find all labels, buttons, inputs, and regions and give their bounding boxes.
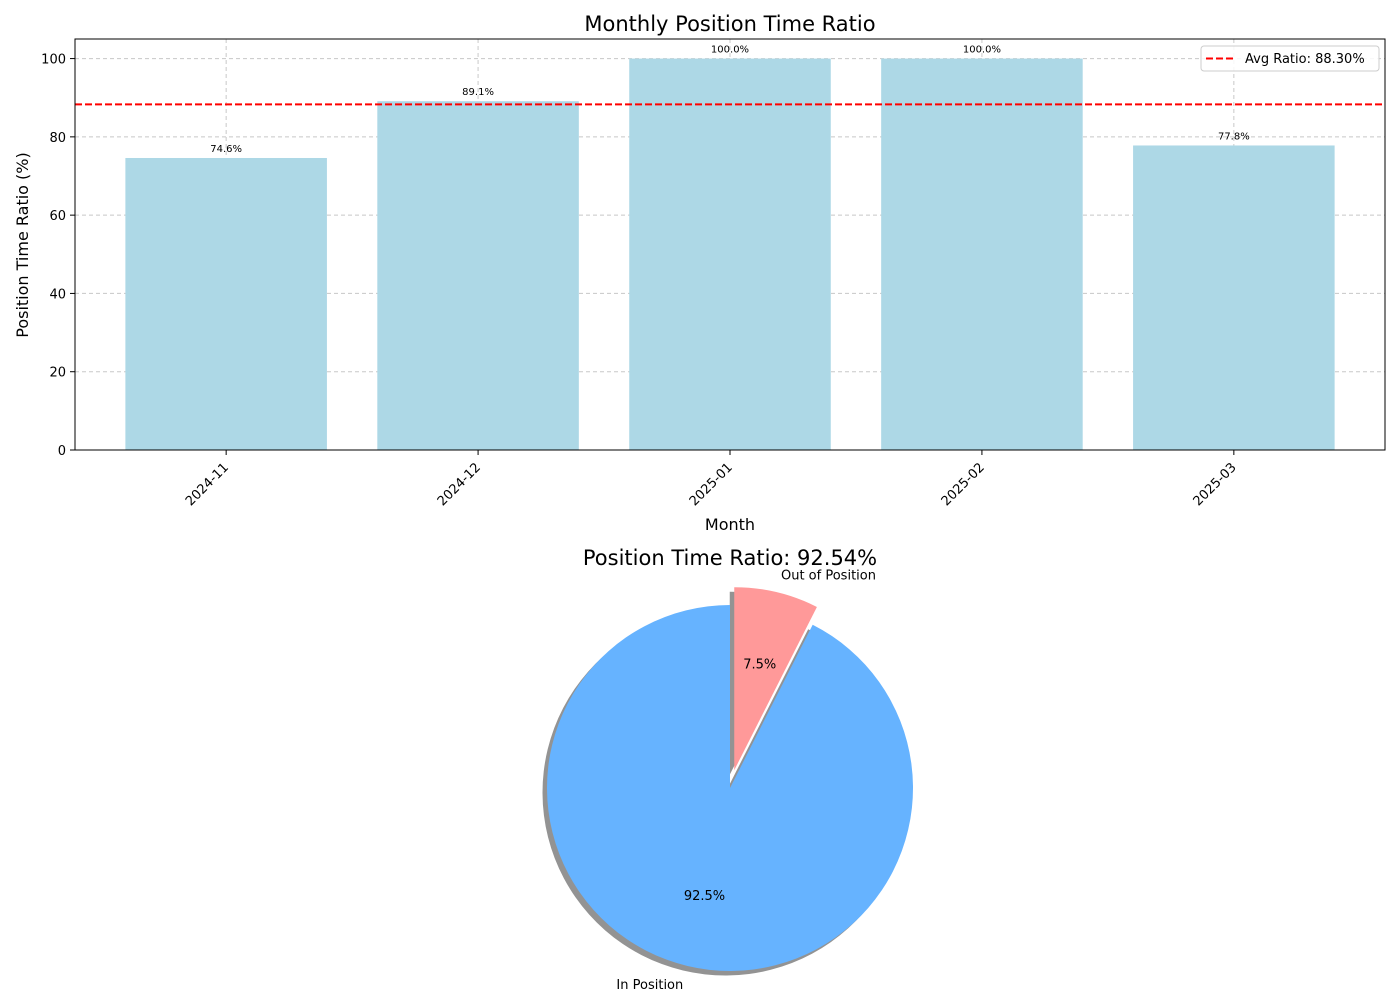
y-tick-label: 40: [49, 287, 66, 302]
y-axis-label: Position Time Ratio (%): [13, 152, 32, 337]
bars: [125, 58, 1335, 450]
x-axis-label: Month: [705, 515, 755, 534]
bar-data-label: 89.1%: [462, 87, 494, 98]
pie-slices: [546, 587, 914, 971]
pie-pct-label: 7.5%: [743, 657, 776, 672]
bar-2025-02: [881, 58, 1083, 450]
bar-2024-12: [377, 101, 579, 450]
pie-chart: Position Time Ratio: 92.54% 7.5% Out of P…: [542, 546, 914, 993]
pie-labels: 7.5% Out of Position 92.5% In Position: [616, 568, 876, 992]
y-axis: 0 20 40 60 80 100: [41, 53, 75, 459]
bar-chart-title: Monthly Position Time Ratio: [584, 12, 875, 36]
legend-box: [1200, 45, 1380, 72]
legend: Avg Ratio: 88.30%: [1200, 45, 1380, 72]
bar-chart: Monthly Position Time Ratio 74.6% 89.1% 10…: [13, 12, 1386, 534]
bar-data-label: 100.0%: [711, 45, 749, 56]
y-tick-label: 60: [49, 209, 66, 224]
pie-slice-label: In Position: [616, 978, 683, 993]
pie-slice-label: Out of Position: [781, 568, 876, 583]
y-tick-label: 0: [58, 444, 66, 459]
bar-2025-01: [629, 58, 831, 450]
bar-data-label: 100.0%: [963, 45, 1001, 56]
y-tick-label: 100: [41, 53, 66, 68]
bar-data-label: 77.8%: [1218, 131, 1250, 142]
pie-slice-out-of-position: [734, 587, 817, 771]
pie-pct-label: 92.5%: [684, 889, 725, 904]
legend-label: Avg Ratio: 88.30%: [1245, 52, 1365, 67]
y-tick-label: 80: [49, 131, 66, 146]
pie-slice-in-position: [546, 604, 914, 971]
bar-data-label: 74.6%: [210, 144, 242, 155]
pie-chart-title: Position Time Ratio: 92.54%: [583, 546, 877, 570]
y-tick-label: 20: [49, 366, 66, 381]
bar-2024-11: [125, 157, 327, 450]
bar-data-labels: 74.6% 89.1% 100.0% 100.0% 77.8%: [210, 45, 1249, 155]
bar-2025-03: [1133, 145, 1335, 450]
